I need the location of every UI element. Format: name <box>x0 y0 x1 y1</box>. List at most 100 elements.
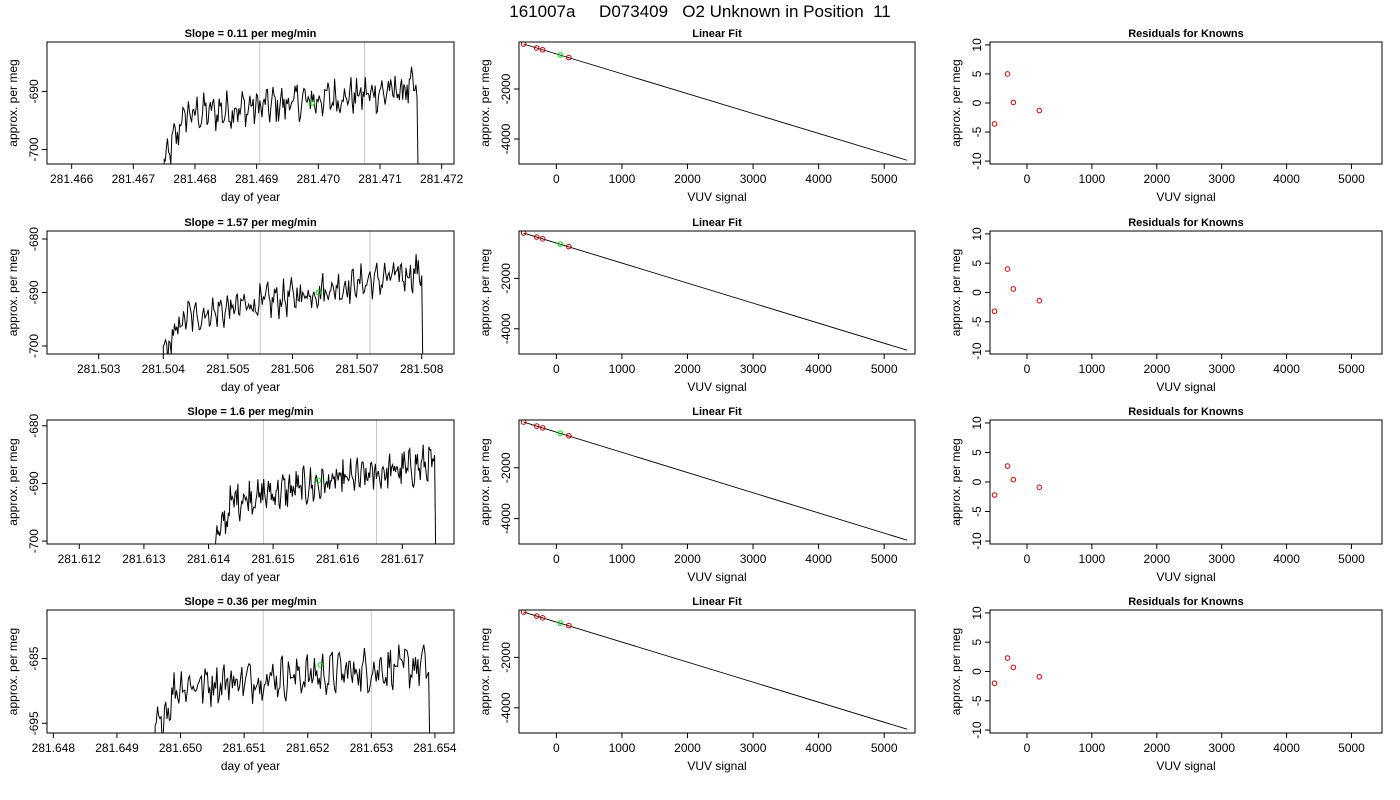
residuals-2-panel: Residuals for Knowns 0 1000 2000 3000 4000 500… <box>949 217 1383 394</box>
known-point <box>1004 655 1011 661</box>
known-point <box>1010 664 1017 671</box>
plot-area <box>162 231 424 354</box>
y-tick-label: -4000 <box>499 313 513 344</box>
known-point <box>1036 484 1043 491</box>
x-tick-label: 3000 <box>740 172 767 186</box>
known-point <box>533 613 540 619</box>
y-tick-label: -680 <box>27 413 41 437</box>
x-tick-label: 281.653 <box>350 741 394 755</box>
y-tick-label: 0 <box>970 99 984 106</box>
known-point <box>1036 673 1043 680</box>
x-tick-label: 4000 <box>805 552 832 566</box>
x-tick-label: 281.613 <box>122 552 166 566</box>
y-tick-label: -10 <box>970 532 984 550</box>
known-point <box>566 432 572 439</box>
known-point <box>1004 266 1011 272</box>
y-tick-label: -690 <box>27 280 41 304</box>
y-tick-label: -690 <box>27 471 41 495</box>
fit-line <box>523 232 908 351</box>
x-tick-label: 0 <box>553 741 560 755</box>
x-tick-label: 5000 <box>871 552 898 566</box>
unknown-point <box>309 100 315 106</box>
known-point <box>520 42 527 47</box>
plot-frame <box>989 230 1383 355</box>
x-tick-label: 281.503 <box>77 362 121 376</box>
y-axis-label: approx. per meg <box>6 249 20 336</box>
panel-title: Slope = 0.36 per meg/min <box>184 596 317 608</box>
x-tick-label: 3000 <box>740 741 767 755</box>
known-point <box>533 423 540 429</box>
timeseries-3-panel: Slope = 1.6 per meg/min 281.612 281.613 281… <box>6 406 455 584</box>
y-axis-label: approx. per meg <box>949 438 963 525</box>
panel-title: Linear Fit <box>692 406 742 418</box>
y-tick-label: 5 <box>970 260 984 267</box>
x-tick-label: 5000 <box>871 741 898 755</box>
fit-line <box>523 611 908 730</box>
x-tick-label: 3000 <box>1208 362 1235 376</box>
known-point <box>1010 286 1017 292</box>
unknown-point <box>315 477 322 484</box>
x-axis-label: VUV signal <box>1156 190 1215 204</box>
plot-area <box>991 71 1043 127</box>
x-tick-label: 1000 <box>1079 362 1106 376</box>
known-point <box>991 308 998 315</box>
x-tick-label: 3000 <box>1208 741 1235 755</box>
data-trace <box>163 66 419 164</box>
x-tick-label: 2000 <box>674 172 701 186</box>
x-tick-label: 281.614 <box>187 552 231 566</box>
fit-line <box>523 43 908 161</box>
y-tick-label: -10 <box>970 152 984 170</box>
panel-title: Slope = 0.11 per meg/min <box>185 28 317 40</box>
unknown-point <box>557 430 564 437</box>
known-point <box>991 121 998 127</box>
x-tick-label: 281.648 <box>32 741 76 755</box>
known-point <box>1010 99 1017 106</box>
panel-title: Linear Fit <box>692 217 742 229</box>
y-tick-label: -700 <box>27 529 41 553</box>
x-tick-label: 2000 <box>674 362 701 376</box>
x-tick-label: 2000 <box>1143 172 1170 186</box>
linearfit-4-panel: Linear Fit 0 1000 2000 3000 4000 5000 -4000 -200… <box>478 596 916 773</box>
linearfit-3-panel: Linear Fit 0 1000 2000 3000 4000 5000 -4000 -200… <box>478 406 916 584</box>
x-tick-label: 281.466 <box>50 172 94 186</box>
known-point <box>539 425 546 431</box>
x-tick-label: 4000 <box>1273 552 1300 566</box>
y-tick-label: -4000 <box>499 503 513 534</box>
x-tick-label: 2000 <box>1143 741 1170 755</box>
x-axis-label: VUV signal <box>687 380 746 394</box>
known-point <box>539 615 546 621</box>
plot-frame <box>989 41 1383 165</box>
x-axis-label: VUV signal <box>1156 759 1215 773</box>
unknown-point <box>557 52 564 58</box>
y-tick-label: -5 <box>970 506 984 517</box>
y-tick-label: 10 <box>970 227 984 241</box>
x-tick-label: 1000 <box>1079 172 1106 186</box>
plot-frame <box>518 230 916 355</box>
x-axis-label: VUV signal <box>687 570 746 584</box>
y-axis-label: approx. per meg <box>478 249 492 336</box>
known-point <box>539 236 546 242</box>
timeseries-4-panel: Slope = 0.36 per meg/min 281.648 281.649 28… <box>6 596 457 773</box>
figure-title: 161007a D073409 O2 Unknown in Position 1… <box>509 2 891 21</box>
known-point <box>991 680 998 687</box>
panel-title: Residuals for Knowns <box>1128 406 1244 418</box>
x-tick-label: 281.470 <box>297 172 341 186</box>
x-tick-label: 1000 <box>1079 741 1106 755</box>
known-point <box>520 610 527 615</box>
x-tick-label: 0 <box>553 552 560 566</box>
x-tick-label: 281.507 <box>335 362 379 376</box>
known-point <box>520 420 527 425</box>
known-point <box>991 492 998 498</box>
y-tick-label: 0 <box>970 668 984 675</box>
x-tick-label: 281.468 <box>173 172 217 186</box>
y-axis-label: approx. per meg <box>478 628 492 715</box>
x-tick-label: 3000 <box>1208 552 1235 566</box>
y-tick-label: -4000 <box>499 123 513 154</box>
residuals-1-panel: Residuals for Knowns 0 1000 2000 3000 4000 500… <box>949 28 1383 204</box>
y-tick-label: -5 <box>970 695 984 706</box>
linearfit-1-panel: Linear Fit 0 1000 2000 3000 4000 5000 -4000 -200… <box>478 28 916 204</box>
plot-frame <box>46 230 455 355</box>
residuals-4-panel: Residuals for Knowns 0 1000 2000 3000 4000 500… <box>949 596 1383 773</box>
x-tick-label: 3000 <box>740 362 767 376</box>
timeseries-2-panel: Slope = 1.57 per meg/min 281.503 281.504 28… <box>6 217 455 394</box>
